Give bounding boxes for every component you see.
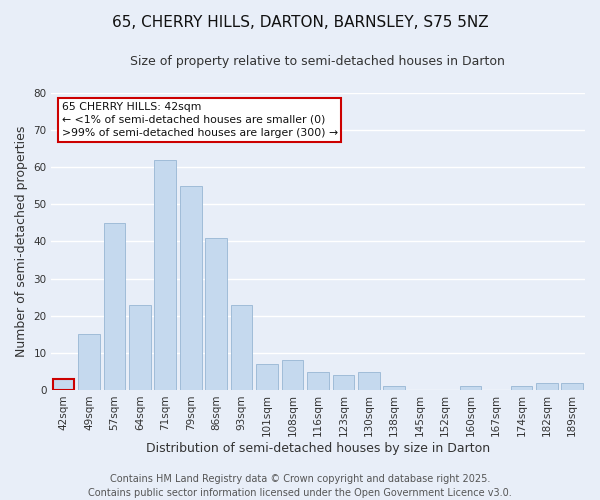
Bar	[281, 360, 303, 390]
Bar	[104, 223, 125, 390]
Bar	[307, 372, 329, 390]
Bar	[53, 379, 74, 390]
Title: Size of property relative to semi-detached houses in Darton: Size of property relative to semi-detach…	[130, 55, 505, 68]
Bar	[460, 386, 481, 390]
X-axis label: Distribution of semi-detached houses by size in Darton: Distribution of semi-detached houses by …	[146, 442, 490, 455]
Bar	[78, 334, 100, 390]
Bar	[383, 386, 405, 390]
Bar	[180, 186, 202, 390]
Text: 65 CHERRY HILLS: 42sqm
← <1% of semi-detached houses are smaller (0)
>99% of sem: 65 CHERRY HILLS: 42sqm ← <1% of semi-det…	[62, 102, 338, 138]
Bar	[129, 304, 151, 390]
Bar	[205, 238, 227, 390]
Bar	[511, 386, 532, 390]
Bar	[154, 160, 176, 390]
Y-axis label: Number of semi-detached properties: Number of semi-detached properties	[15, 126, 28, 357]
Bar	[256, 364, 278, 390]
Text: Contains HM Land Registry data © Crown copyright and database right 2025.
Contai: Contains HM Land Registry data © Crown c…	[88, 474, 512, 498]
Bar	[231, 304, 253, 390]
Bar	[332, 376, 354, 390]
Bar	[358, 372, 380, 390]
Bar	[536, 382, 557, 390]
Bar	[562, 382, 583, 390]
Text: 65, CHERRY HILLS, DARTON, BARNSLEY, S75 5NZ: 65, CHERRY HILLS, DARTON, BARNSLEY, S75 …	[112, 15, 488, 30]
